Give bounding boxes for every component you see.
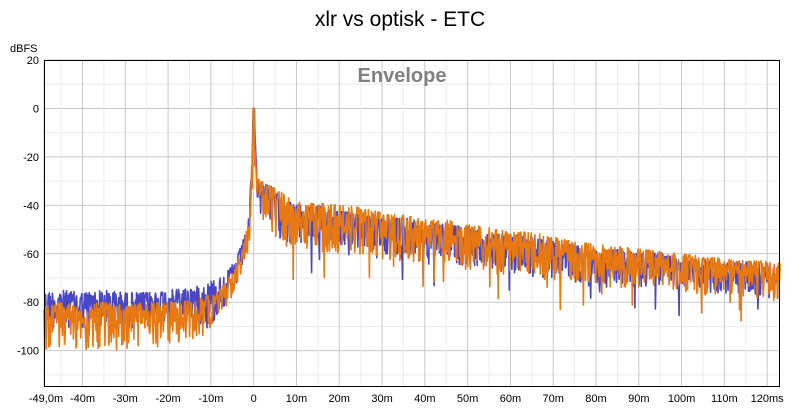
series-layer (43, 107, 781, 351)
envelope-label: Envelope (358, 65, 447, 87)
y-tick-label: 20 (27, 55, 39, 67)
chart-title: xlr vs optisk - ETC (314, 8, 486, 31)
x-tick-label: 60m (500, 393, 521, 405)
y-tick-labels: 20 0 -20 -40 -60 -80 -100 (17, 55, 39, 358)
y-tick-label: -40 (23, 200, 39, 212)
x-tick-label: -49,0m (29, 393, 63, 405)
x-tick-label: 70m (543, 393, 564, 405)
x-tick-label: 20m (329, 393, 350, 405)
x-tick-label: -20m (156, 393, 181, 405)
x-tick-label: 90m (628, 393, 649, 405)
y-tick-label: -20 (23, 152, 39, 164)
plot-frame (44, 60, 780, 387)
y-tick-label: -80 (23, 297, 39, 309)
y-axis-label: dBFS (10, 43, 38, 55)
x-tick-label: 100m (668, 393, 696, 405)
x-tick-label: 30m (371, 393, 392, 405)
x-tick-label: 0 (251, 393, 257, 405)
x-tick-label: 40m (414, 393, 435, 405)
y-tick-label: -60 (23, 249, 39, 261)
x-tick-label: -30m (113, 393, 138, 405)
y-tick-label: 0 (33, 103, 39, 115)
x-tick-label: -40m (70, 393, 95, 405)
x-tick-label: 10m (286, 393, 307, 405)
x-tick-labels: -49,0m -40m -30m -20m -10m 0 10m 20m 30m 40m 50m 60… (29, 393, 784, 405)
x-tick-label: -10m (198, 393, 223, 405)
x-tick-label: 120ms (751, 393, 785, 405)
y-tick-label: -100 (17, 346, 39, 358)
x-tick-label: 50m (457, 393, 478, 405)
x-tick-label: 80m (585, 393, 606, 405)
series-line-2 (43, 107, 781, 351)
x-tick-label: 110m (711, 393, 738, 405)
